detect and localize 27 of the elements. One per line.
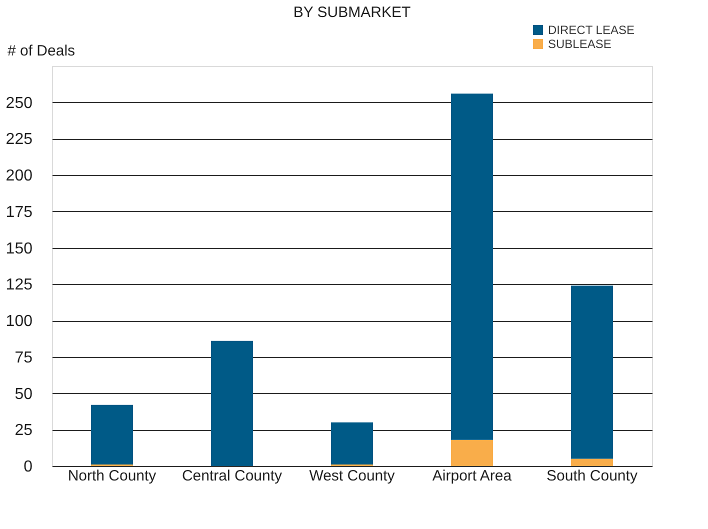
x-tick-label: Airport Area xyxy=(432,468,512,484)
bar xyxy=(91,404,133,465)
y-tick-label: 75 xyxy=(14,349,33,366)
bar xyxy=(571,286,613,459)
y-tick-label: 125 xyxy=(6,276,33,294)
y-tick-label: 225 xyxy=(6,131,33,148)
legend-label: DIRECT LEASE xyxy=(548,23,634,37)
x-tick-label: West County xyxy=(309,468,396,484)
bar xyxy=(571,458,613,466)
bar xyxy=(331,422,373,465)
chart-title: BY SUBMARKET xyxy=(293,4,411,21)
y-tick-label: 100 xyxy=(6,313,33,330)
y-tick-label: 150 xyxy=(6,240,33,258)
y-tick-label: 0 xyxy=(24,458,33,476)
y-tick-label: 175 xyxy=(6,204,33,221)
y-tick-label: 250 xyxy=(6,94,33,112)
x-tick-label: North County xyxy=(68,468,157,484)
y-axis-title: # of Deals xyxy=(8,42,76,60)
bar xyxy=(211,340,253,466)
y-tick-label: 50 xyxy=(14,386,33,403)
y-tick-label: 200 xyxy=(6,168,33,185)
legend-label: SUBLEASE xyxy=(548,37,612,51)
y-tick-label: 25 xyxy=(14,422,33,440)
x-tick-label: South County xyxy=(546,468,638,484)
bar xyxy=(451,440,493,466)
x-tick-label: Central County xyxy=(182,468,283,484)
bar xyxy=(451,94,493,440)
